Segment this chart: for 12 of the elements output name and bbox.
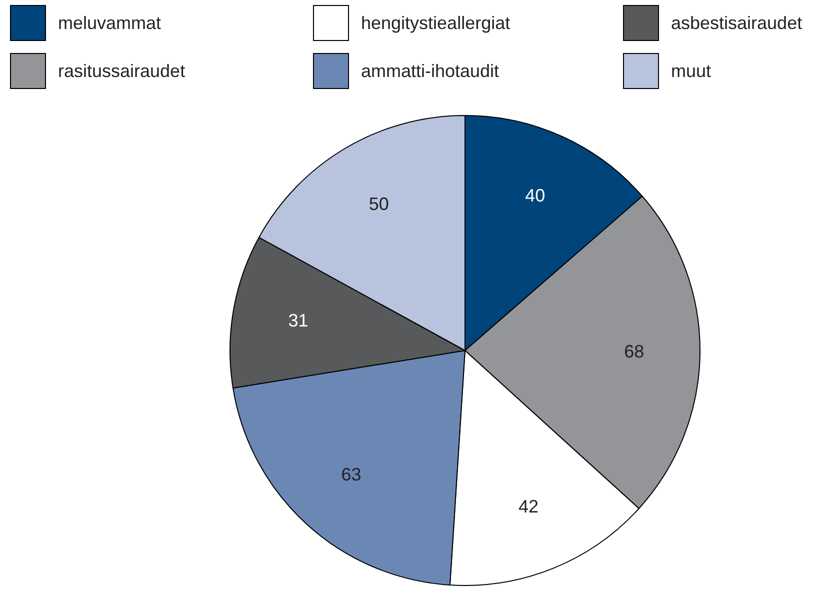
legend-label: ammatti-ihotaudit [361,60,500,82]
legend-label: meluvammat [58,12,162,34]
data-label: 63 [341,464,362,485]
legend-label: asbestisairaudet [671,12,802,34]
legend-label: rasitussairaudet [58,60,186,82]
data-label: 40 [525,185,546,206]
legend-label: muut [671,60,712,82]
data-label: 42 [518,496,539,516]
data-label: 50 [368,194,389,214]
data-label: 68 [624,341,644,362]
data-label: 31 [288,310,308,331]
legend-label: hengitystieallergiat [361,12,510,34]
